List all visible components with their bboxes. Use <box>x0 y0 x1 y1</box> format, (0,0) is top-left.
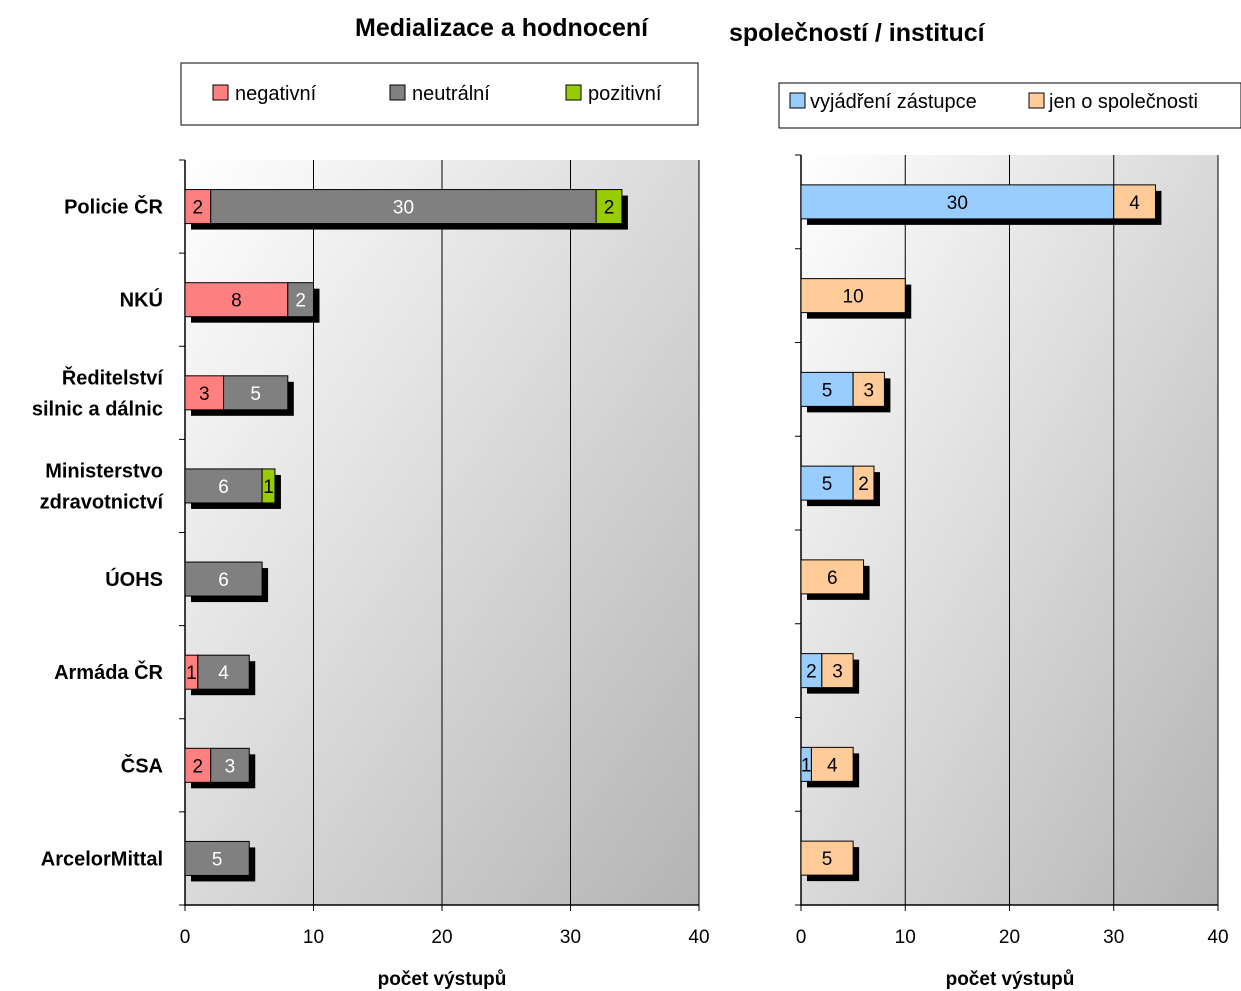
left-data-label: 3 <box>225 756 236 777</box>
right-legend <box>778 82 1241 129</box>
left-legend-swatch <box>389 84 406 101</box>
right-data-label: 2 <box>806 662 817 683</box>
right-data-label: 4 <box>827 755 838 776</box>
right-x-tick-label: 30 <box>1103 927 1124 948</box>
left-legend <box>180 62 699 126</box>
left-x-tick-label: 20 <box>431 927 452 948</box>
chart-title-part2: společností / institucí <box>729 19 986 47</box>
left-data-label: 8 <box>231 291 242 312</box>
left-data-label: 5 <box>250 384 261 405</box>
right-bar-2 <box>852 465 875 501</box>
right-x-tick-label: 40 <box>1207 927 1228 948</box>
left-data-label: 3 <box>199 384 210 405</box>
category-label: Policie ČR <box>64 195 163 219</box>
left-bar-2 <box>287 282 314 318</box>
left-bar-3 <box>595 189 623 225</box>
right-bar-2 <box>810 746 854 782</box>
left-legend-label: negativní <box>235 83 317 105</box>
right-x-tick-label: 0 <box>796 927 807 948</box>
right-x-tick-label: 10 <box>895 927 916 948</box>
left-data-label: 2 <box>193 756 204 777</box>
right-bar-2 <box>821 653 854 689</box>
left-legend-label: pozitivní <box>588 83 662 105</box>
left-data-label: 1 <box>186 663 197 684</box>
category-label: NKÚ <box>120 288 163 312</box>
left-data-label: 1 <box>263 477 274 498</box>
category-label: ArcelorMittal <box>41 848 163 870</box>
left-data-label: 6 <box>218 570 229 591</box>
right-x-tick-label: 20 <box>999 927 1020 948</box>
left-legend-swatch <box>212 84 229 101</box>
left-bar-2 <box>184 840 250 876</box>
left-bar-1 <box>184 282 289 318</box>
left-x-tick-label: 40 <box>688 927 709 948</box>
right-bar-2 <box>800 559 865 595</box>
right-bar-1 <box>800 184 1115 220</box>
left-data-label: 5 <box>212 849 223 870</box>
right-data-label: 2 <box>858 474 869 495</box>
left-bar-2 <box>223 375 289 411</box>
right-x-axis-label: počet výstupů <box>946 969 1075 990</box>
left-data-label: 2 <box>604 198 615 219</box>
right-bar-2 <box>852 371 885 407</box>
left-data-label: 4 <box>218 663 229 684</box>
right-data-label: 5 <box>822 380 833 401</box>
right-bar-1 <box>800 371 854 407</box>
category-label: Armáda ČR <box>54 660 163 684</box>
left-data-label: 2 <box>193 198 204 219</box>
category-label: ÚOHS <box>105 567 163 591</box>
right-data-label: 10 <box>843 287 864 308</box>
right-data-label: 3 <box>863 380 874 401</box>
left-bar-1 <box>184 375 225 411</box>
left-x-axis-label: počet výstupů <box>378 969 507 990</box>
left-data-label: 6 <box>218 477 229 498</box>
left-x-tick-label: 10 <box>303 927 324 948</box>
left-data-label: 30 <box>393 198 414 219</box>
category-label: Ředitelství silnic a dálnic <box>32 365 165 420</box>
left-bar-2 <box>197 654 250 690</box>
right-data-label: 30 <box>947 193 968 214</box>
right-data-label: 1 <box>801 755 812 776</box>
right-data-label: 5 <box>822 849 833 870</box>
left-data-label: 2 <box>295 291 306 312</box>
right-data-label: 3 <box>832 662 843 683</box>
left-legend-swatch <box>565 84 582 101</box>
left-bar-1 <box>184 747 212 783</box>
left-bar-2 <box>184 561 263 597</box>
left-legend-label: neutrální <box>412 83 490 105</box>
right-bar-2 <box>1113 184 1156 220</box>
right-data-label: 5 <box>822 474 833 495</box>
right-bar-2 <box>800 278 906 314</box>
left-x-tick-label: 30 <box>560 927 581 948</box>
right-legend-swatch <box>789 92 806 109</box>
left-bar-2 <box>210 189 597 225</box>
right-bar-2 <box>800 840 854 876</box>
chart-title-part1: Medializace a hodnocení <box>355 14 649 42</box>
left-bar-1 <box>184 189 212 225</box>
right-legend-label: jen o společnosti <box>1048 91 1198 113</box>
category-label: Ministerstvo zdravotnictví <box>40 460 165 513</box>
left-chart: 0 10 20 30 40 počet výstupů 2 30 2 Policie ČR 8 2 NK… <box>32 62 710 990</box>
right-data-label: 6 <box>827 568 838 589</box>
category-label: ČSA <box>121 753 163 777</box>
right-bar-1 <box>800 465 854 501</box>
left-bar-2 <box>210 747 250 783</box>
right-legend-label: vyjádření zástupce <box>810 91 977 113</box>
left-x-tick-label: 0 <box>180 927 191 948</box>
left-bar-3 <box>261 468 276 504</box>
right-data-label: 4 <box>1129 193 1140 214</box>
right-legend-swatch <box>1028 92 1045 109</box>
